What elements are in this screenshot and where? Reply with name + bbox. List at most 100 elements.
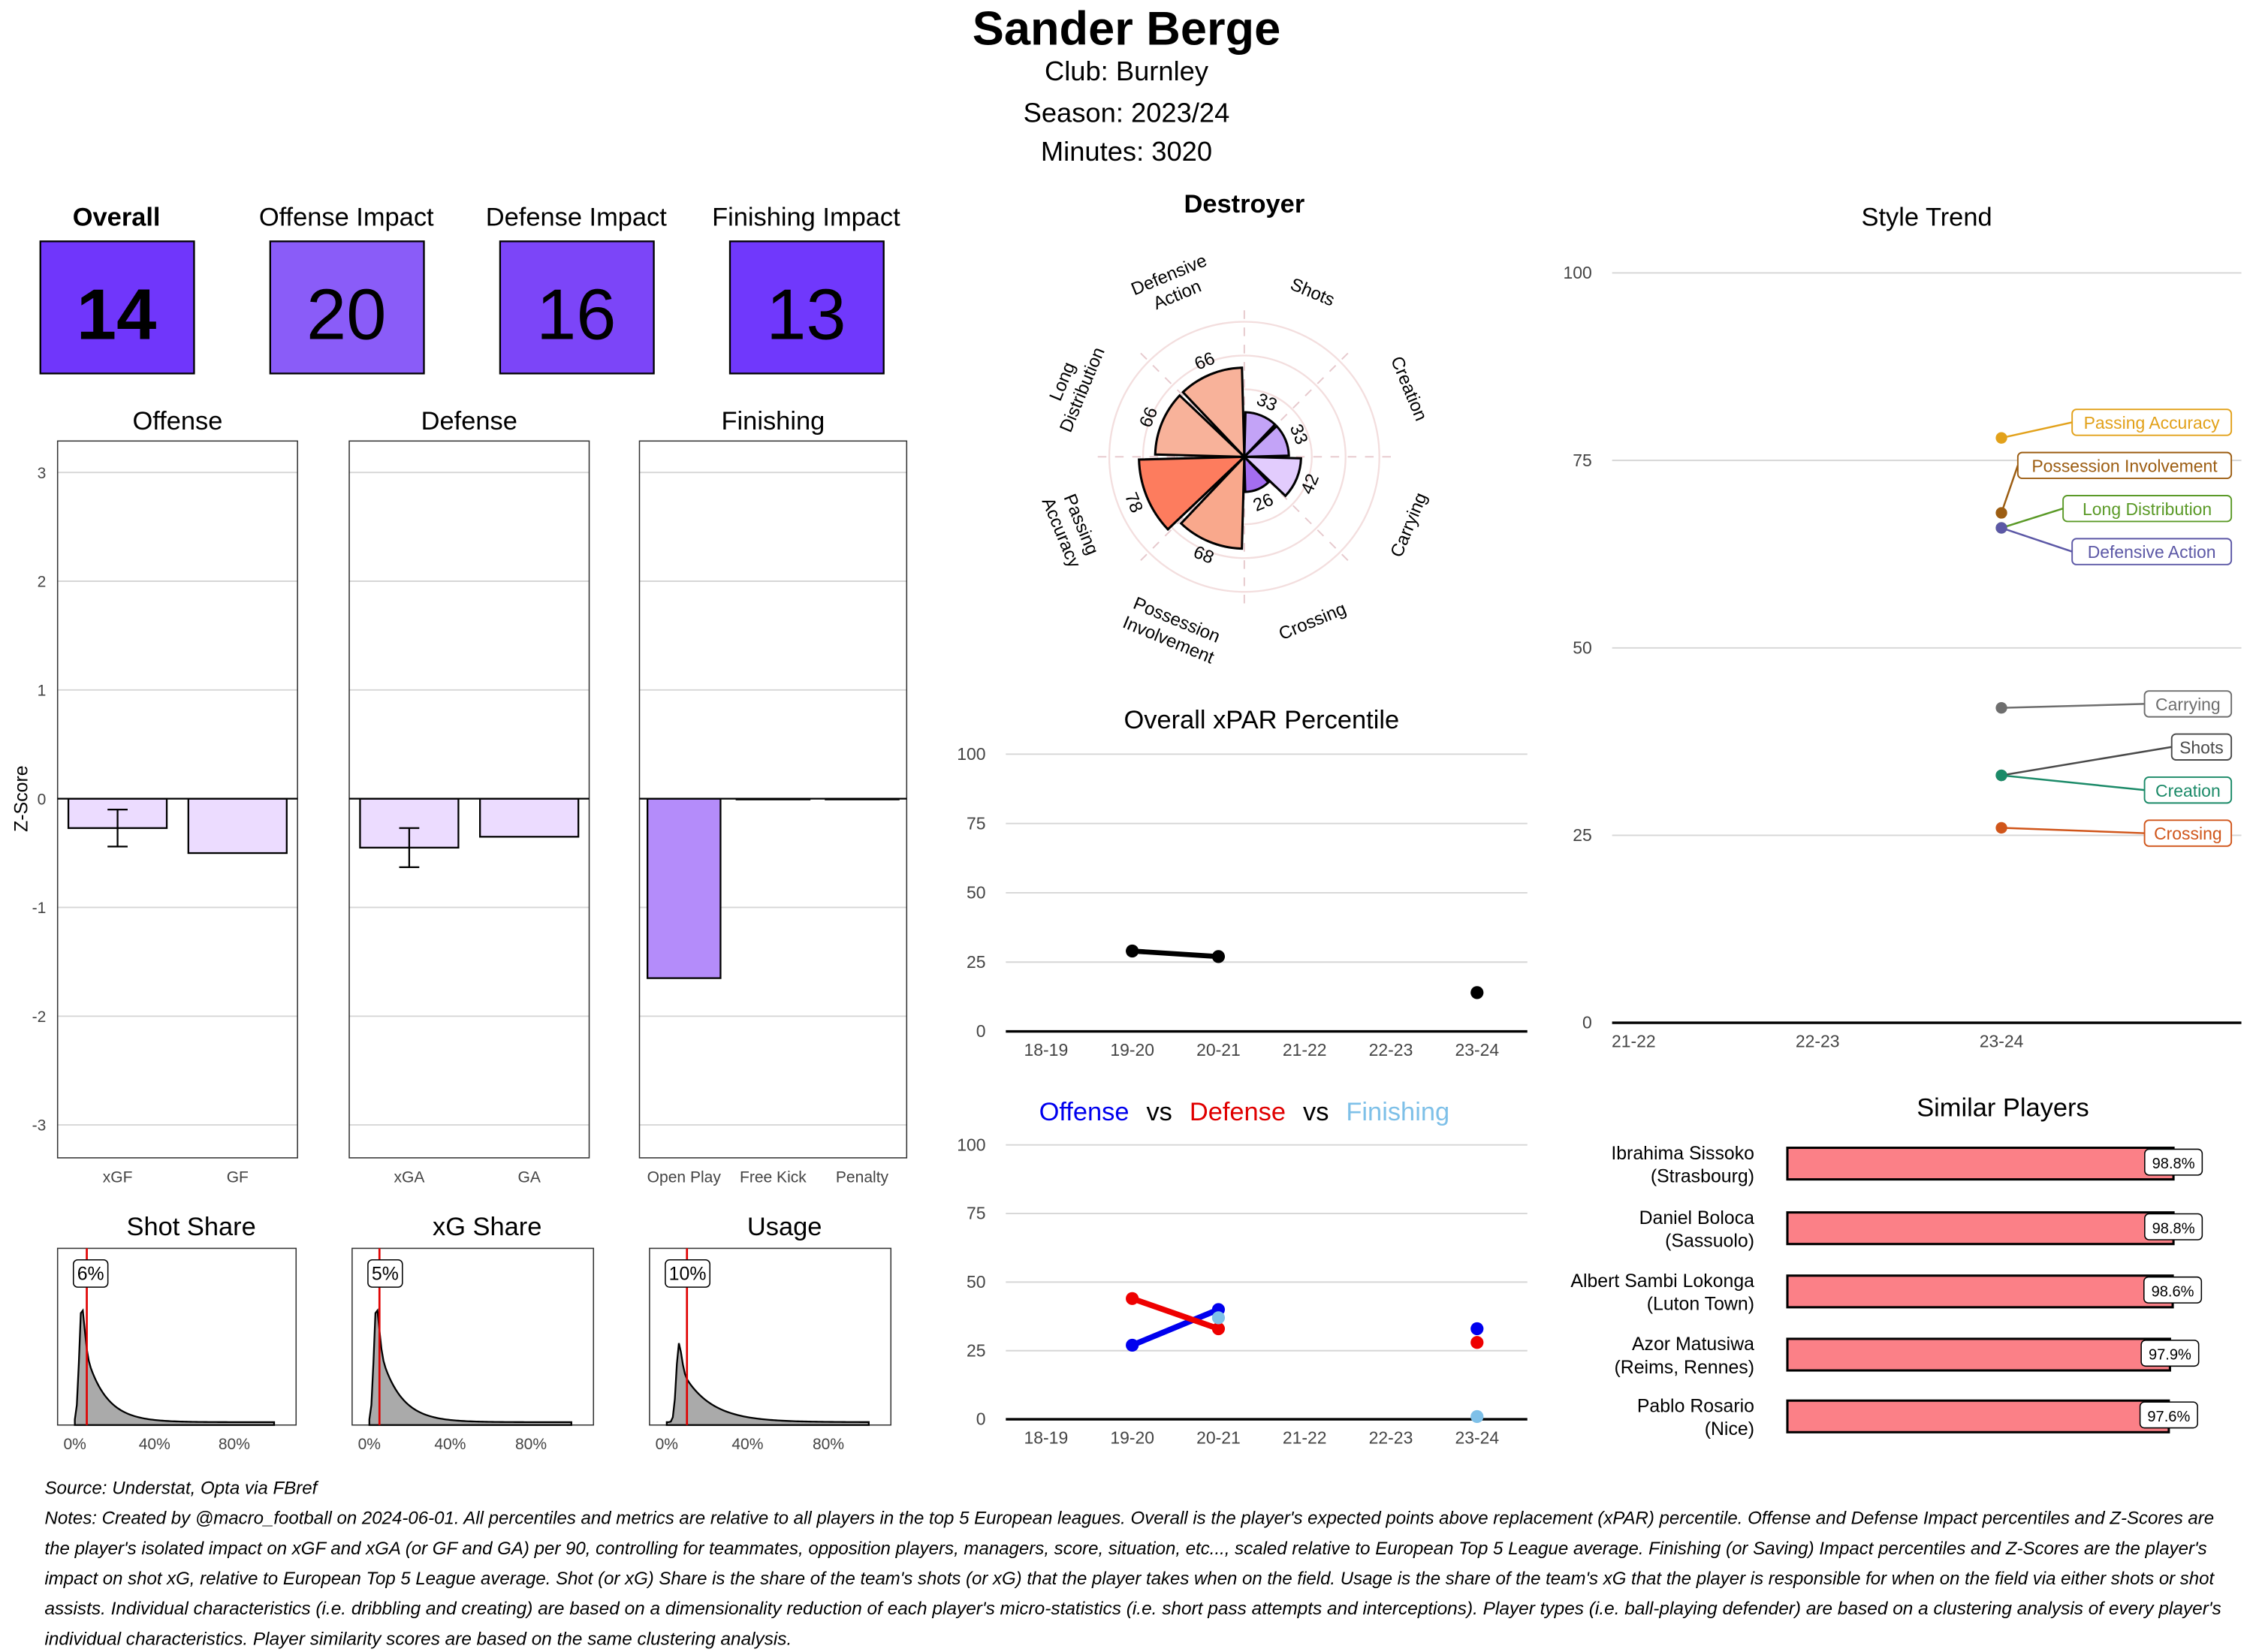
data-point	[1211, 1311, 1226, 1325]
y-tick-label: 100	[1564, 263, 1592, 282]
y-tick-label: 50	[967, 883, 986, 903]
y-tick-label: 2	[38, 574, 47, 591]
player-club: (Strasbourg)	[1651, 1165, 1754, 1186]
label-leader-line	[2001, 421, 2073, 439]
x-tick-label: 18-19	[1024, 1428, 1069, 1448]
x-tick-label: 0%	[656, 1436, 678, 1453]
impact-value: 14	[77, 274, 156, 354]
impact-label: Defense Impact	[486, 203, 668, 231]
x-tick-label: xGF	[103, 1168, 133, 1186]
series-label-box	[2071, 408, 2233, 436]
y-tick-label: 75	[967, 813, 986, 833]
value-label: 10%	[669, 1264, 707, 1285]
label-line: Shots	[1287, 274, 1338, 310]
similarity-label: 97.9%	[2149, 1347, 2191, 1364]
radar-wedge	[1241, 455, 1302, 498]
notes-line: the player's isolated impact on xGF and …	[44, 1539, 2206, 1559]
bar	[647, 797, 722, 979]
player-club: (Luton Town)	[1647, 1294, 1754, 1315]
series-label: Possession Involvement	[2031, 456, 2218, 475]
data-point	[1470, 1322, 1484, 1336]
similarity-label: 97.6%	[2147, 1409, 2190, 1425]
chart-title: Similar Players	[1917, 1093, 2089, 1122]
chart-title: Offense vs Defense vs Finishing	[1039, 1098, 1450, 1126]
error-bar	[399, 827, 420, 869]
radar-category-label: Crossing	[1276, 598, 1349, 644]
x-tick-label: 80%	[219, 1436, 250, 1453]
y-tick-label: 50	[1573, 638, 1592, 657]
y-tick-label: 0	[38, 791, 47, 808]
x-tick-label: 0%	[358, 1436, 381, 1453]
y-axis-label: Z-Score	[11, 765, 32, 831]
radar-category-label: PossessionInvolvement	[1120, 592, 1226, 668]
data-point	[1211, 1322, 1226, 1336]
impact-box	[499, 240, 655, 375]
similarity-label-box	[2143, 1276, 2203, 1304]
label-leader-line	[2001, 746, 2172, 776]
x-tick-label: GF	[227, 1168, 249, 1186]
density-curve	[74, 1308, 276, 1426]
season-label: Season: 2023/24	[1024, 98, 1230, 128]
chart-title: Overall xPAR Percentile	[1123, 706, 1399, 734]
radar-category-label: Shots	[1287, 274, 1338, 310]
similarity-bar	[1786, 1211, 2175, 1246]
impact-value: 20	[306, 274, 386, 354]
series-label: Crossing	[2154, 824, 2222, 843]
y-tick-label: -1	[32, 900, 47, 917]
series-label-box	[2071, 538, 2233, 565]
radar-value-label: 26	[1250, 490, 1277, 516]
title-part: Finishing	[1346, 1098, 1449, 1126]
x-tick-label: 0%	[63, 1436, 86, 1453]
offense-defense-finishing-chart: 0 25 50 75 100 18-19 19-20 20-21 21-22 22-23 23-24…	[957, 1098, 1528, 1448]
radar-wedge	[1138, 455, 1247, 532]
x-tick-label: 19-20	[1110, 1040, 1154, 1060]
chart-title: Style Trend	[1862, 203, 1992, 231]
y-tick-label: 25	[967, 1340, 986, 1360]
x-tick-label: 40%	[731, 1436, 763, 1453]
label-line: Carrying	[1386, 490, 1431, 560]
error-bar	[107, 808, 128, 848]
title-part: Offense	[1039, 1098, 1130, 1126]
y-tick-label: -2	[32, 1008, 47, 1026]
similarity-label: 98.8%	[2152, 1156, 2195, 1172]
x-tick-label: 40%	[139, 1436, 170, 1453]
radar-value-label: 33	[1286, 421, 1312, 448]
series-line	[1131, 1295, 1220, 1332]
player-name: Ibrahima Sissoko	[1611, 1143, 1754, 1164]
x-tick-label: 21-22	[1283, 1040, 1327, 1060]
series-label: Shots	[2179, 737, 2224, 757]
impact-label: Overall	[73, 203, 161, 231]
series-label-box	[2170, 733, 2233, 761]
similarity-bar	[1786, 1399, 2170, 1433]
value-label: 5%	[372, 1264, 399, 1285]
label-leader-line	[2000, 465, 2019, 514]
notes-line: Notes: Created by @macro_football on 202…	[44, 1509, 2214, 1529]
title-part: vs	[1146, 1098, 1172, 1126]
panel-title: Shot Share	[126, 1213, 255, 1241]
label-leader-line	[2001, 703, 2145, 709]
panel-title: Offense	[132, 407, 222, 436]
density-curve	[368, 1308, 572, 1426]
x-tick-label: xGA	[394, 1168, 424, 1186]
notes-line: impact on shot xG, relative to European …	[44, 1569, 2215, 1589]
y-tick-label: 25	[967, 952, 986, 972]
similarity-bar	[1786, 1274, 2174, 1309]
impact-label: Offense Impact	[259, 203, 434, 231]
y-tick-label: 100	[957, 744, 985, 764]
series-label-box	[2143, 819, 2233, 847]
style-trend-chart: 0 25 50 75 100 21-22 22-23 23-24 Passing Accurac…	[1564, 203, 2242, 1051]
series-label: Defensive Action	[2088, 542, 2216, 562]
x-tick-label: 23-24	[1455, 1428, 1499, 1448]
value-label: 6%	[77, 1264, 104, 1285]
x-tick-label: Open Play	[647, 1168, 722, 1186]
y-tick-label: -3	[32, 1117, 47, 1135]
x-tick-label: Free Kick	[740, 1168, 807, 1186]
similarity-bar	[1786, 1146, 2175, 1181]
similarity-bar	[1786, 1337, 2171, 1372]
label-leader-line	[2001, 774, 2145, 791]
radar-wedge	[1241, 424, 1290, 458]
title-part: Defense	[1190, 1098, 1286, 1126]
radial-gridline	[1175, 388, 1313, 526]
label-line: Crossing	[1276, 598, 1349, 644]
